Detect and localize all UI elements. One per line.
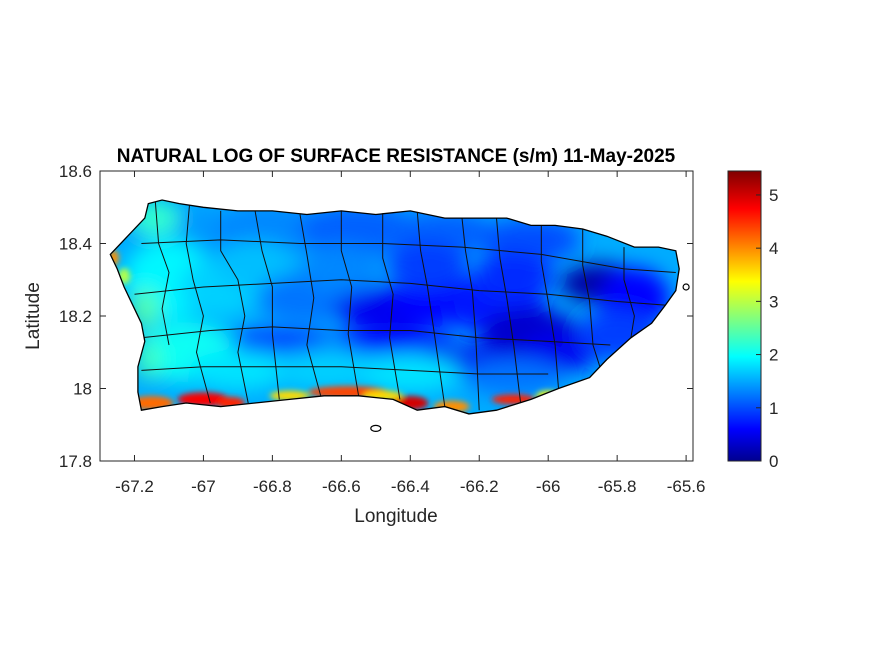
municipality-boundary [416, 210, 446, 407]
field-blob [187, 350, 288, 391]
municipality-boundary [299, 214, 322, 396]
municipality-boundary [540, 225, 559, 389]
y-tick-label: 18.6 [59, 162, 92, 181]
municipality-boundary [496, 218, 522, 404]
field-blob [301, 243, 382, 294]
x-tick-label: -66.6 [322, 477, 361, 496]
municipality-boundary [154, 200, 170, 346]
colorbar-tick-label: 5 [769, 186, 778, 205]
colorbar-tick-label: 0 [769, 452, 778, 471]
colorbar: 0 1 2 3 4 5 [727, 170, 778, 471]
field-blob [212, 204, 333, 254]
field-blob [274, 352, 375, 389]
x-tick-label: -66.4 [391, 477, 430, 496]
municipality-boundary [254, 210, 280, 400]
field-blob [333, 329, 454, 354]
municipality-boundary [582, 229, 601, 367]
colorbar-gradient [727, 170, 762, 462]
colorbar-tick-label: 3 [769, 292, 778, 311]
municipality-boundary [340, 210, 360, 396]
municipality-boundary [141, 366, 549, 375]
y-axis-ticks: 17.8 18 18.2 18.4 18.6 [59, 162, 693, 471]
x-tick-label: -66.8 [253, 477, 292, 496]
field-blob [298, 204, 419, 254]
y-tick-label: 18.2 [59, 307, 92, 326]
coastline [109, 199, 680, 415]
municipality-boundary [461, 218, 480, 411]
field-blob [212, 329, 333, 354]
field-blob [387, 240, 468, 291]
field-blob [463, 359, 564, 396]
field-blob [360, 356, 461, 392]
x-tick-label: -66 [536, 477, 561, 496]
x-axis-label: Longitude [354, 506, 437, 527]
colorbar-tick-label: 2 [769, 346, 778, 365]
municipality-boundary [185, 203, 211, 404]
chart-title: NATURAL LOG OF SURFACE RESISTANCE (s/m) … [117, 146, 676, 167]
islet-east [682, 283, 690, 291]
surface-resistance-field [110, 200, 680, 414]
x-tick-label: -66.2 [460, 477, 499, 496]
x-tick-label: -65.6 [667, 477, 706, 496]
municipality-boundaries [134, 200, 676, 411]
municipality-boundary [623, 247, 635, 338]
plot-area: -67.2 -67 -66.8 -66.6 -66.4 -66.2 -66 -65.8 -65.… [59, 162, 706, 496]
x-tick-label: -65.8 [598, 477, 637, 496]
field-blob [473, 251, 554, 302]
y-tick-label: 18 [73, 380, 92, 399]
municipality-boundary [134, 279, 666, 306]
x-tick-label: -67 [191, 477, 216, 496]
x-tick-label: -67.2 [115, 477, 154, 496]
field-blob [215, 240, 296, 291]
municipality-boundary [141, 239, 676, 273]
colorbar-ticks: 0 1 2 3 4 5 [756, 186, 778, 471]
y-axis-label: Latitude [23, 282, 44, 350]
y-tick-label: 18.4 [59, 235, 92, 254]
y-tick-label: 17.8 [59, 452, 92, 471]
municipality-boundary [220, 210, 249, 404]
colorbar-tick-label: 4 [769, 239, 778, 258]
x-axis-ticks: -67.2 -67 -66.8 -66.6 -66.4 -66.2 -66 -65.8 -65.… [115, 171, 705, 496]
colorbar-tick-label: 1 [769, 399, 778, 418]
municipality-boundary [141, 326, 611, 346]
islet-caja-de-muertos [370, 424, 382, 432]
